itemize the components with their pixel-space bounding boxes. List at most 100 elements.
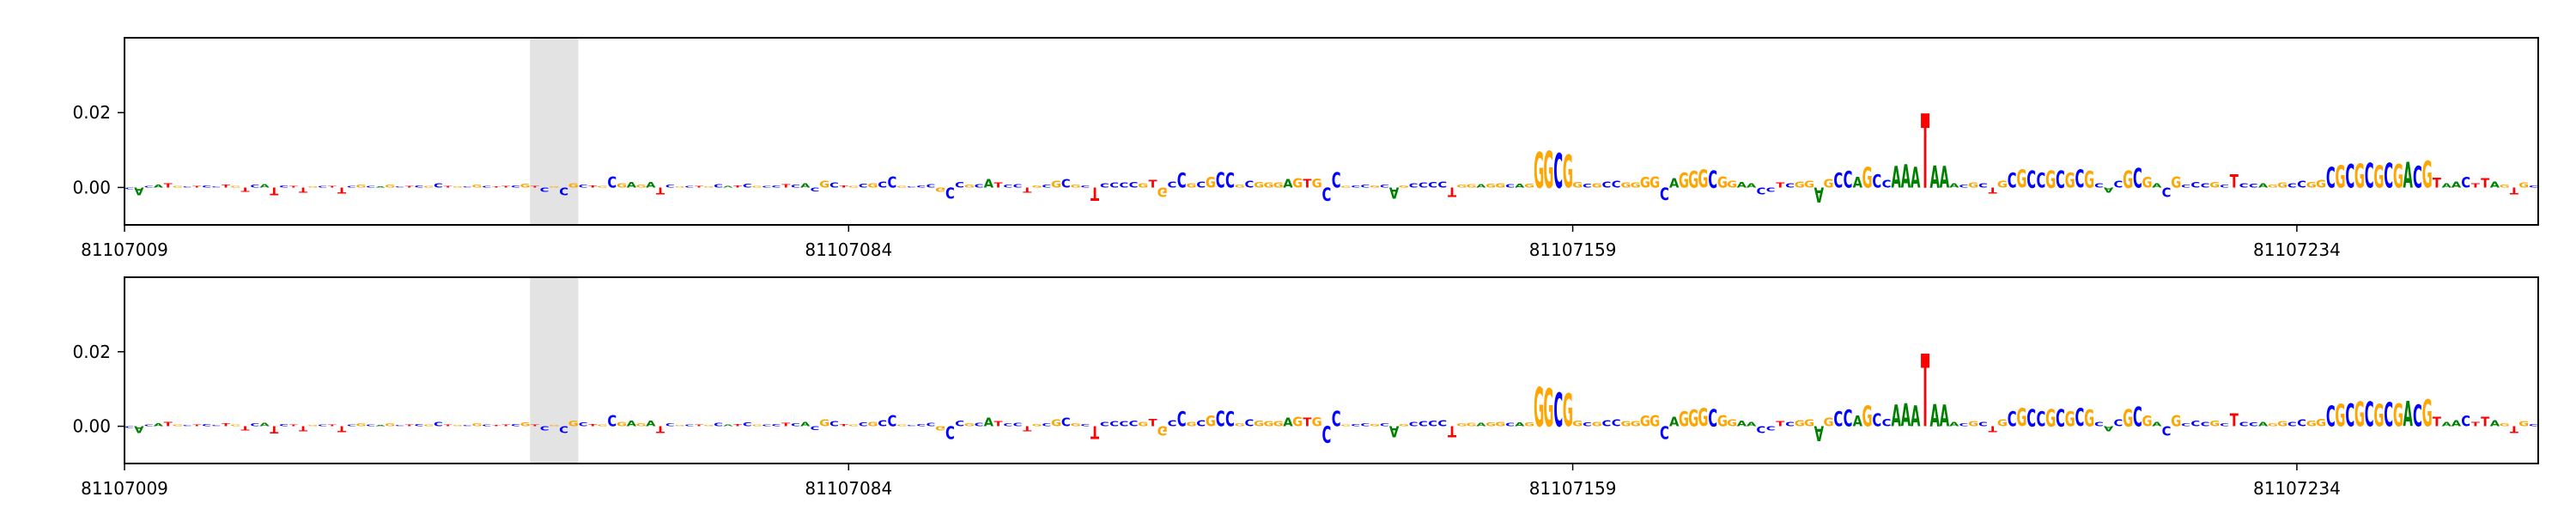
logo-letter: G [471,184,482,189]
logo-letter: G [1495,182,1505,190]
logo-letter: G [1862,162,1872,196]
logo-letter: C [1505,422,1515,427]
logo-letter: C [2287,421,2297,428]
logo-letter: G [2084,406,2094,433]
logo-letter: A [1737,420,1747,428]
logo-letter: C [762,425,771,427]
logo-letter: G [2209,180,2220,189]
logo-letter: C [1756,423,1765,433]
logo-letter: C [743,421,752,427]
logo-letter: C [1553,384,1563,438]
logo-letter: T [328,185,337,188]
logo-letter: G [1968,181,1978,190]
logo-letter: C [279,423,289,427]
logo-letter: G [674,425,684,427]
logo-letter: C [1428,420,1437,428]
logo-letter: G [1456,184,1467,189]
logo-letter: C [829,181,839,190]
logo-letter: G [1804,418,1814,428]
logo-letter: G [819,418,829,428]
logo-letter: G [1370,423,1380,427]
logo-letter: C [791,423,800,427]
logo-letter: C [2037,169,2046,193]
logo-letter: A [2152,182,2161,190]
logo-letter: T [1091,183,1100,203]
logo-letter: C [665,422,675,427]
logo-letter: C [1660,183,1669,202]
logo-letter: C [511,423,520,427]
logo-letter: C [1380,185,1389,189]
logo-letter: T [588,185,598,188]
logo-letter: C [1959,422,1969,427]
logo-letter: C [211,186,221,188]
logo-letter: G [1620,420,1631,427]
logo-letter: A [723,185,734,188]
logo-letter: C [743,182,752,189]
logo-letter: T [2510,185,2518,195]
logo-letter: G [230,185,240,188]
logo-letter: C [945,184,955,202]
logo-letter: A [984,416,994,429]
logo-letter: C [2220,184,2229,189]
logo-letter: C [2220,422,2229,427]
logo-letter: C [2075,166,2084,194]
logo-letter: T [840,185,849,188]
logo-letter: C [395,425,404,427]
logo-letter: C [1660,421,1669,442]
logo-letter: G [1254,180,1264,189]
logo-letter: C [887,173,896,191]
logo-letter: A [1940,161,1950,195]
logo-letter: A [2490,179,2500,190]
logo-letter: C [1080,185,1090,188]
logo-letter: A [154,422,164,427]
logo-letter: G [867,421,878,428]
logo-letter: C [1602,179,1612,190]
logo-letter: C [2365,395,2374,434]
logo-letter: C [1351,423,1360,427]
logo-letter: C [1583,183,1592,189]
logo-letter: T [299,185,308,194]
logo-letter: G [307,425,318,427]
logo-letter: C [1553,145,1563,199]
logo-letter: C [2461,413,2470,430]
logo-letter: G [1273,420,1284,427]
logo-letter: G [471,422,482,427]
logo-letter: G [1186,421,1196,428]
logo-letter: C [1583,421,1592,427]
logo-letter: G [423,185,434,188]
logo-letter: C [1013,184,1023,189]
logo-letter: G [617,421,627,428]
logo-letter: G [1824,416,1834,429]
logo-letter: T [588,423,598,427]
logo-letter: G [1631,181,1641,190]
logo-letter: C [2239,421,2249,428]
logo-letter: A [1389,184,1400,202]
logo-letter: C [1196,179,1206,190]
logo-letter: C [1100,421,1109,428]
logo-letter: G [819,179,829,190]
logo-letter: C [607,173,617,191]
logo-letter: G [173,424,183,427]
logo-letter: C [955,420,964,428]
logo-letter: C [1360,422,1370,427]
logo-letter: C [2249,421,2258,427]
logo-letter: G [1292,415,1303,430]
logo-letter: G [848,185,859,188]
logo-letter: G [2393,158,2403,195]
logo-letter: C [1612,418,1621,428]
logo-letter: A [1940,399,1950,433]
logo-letter: C [2201,182,2210,190]
logo-letter: C [2113,418,2123,428]
logo-letter: G [1679,169,1689,193]
logo-letter: C [2287,182,2297,190]
logo-letter: G [1524,182,1534,189]
logo-letter: C [415,423,424,427]
logo-letter: G [1824,178,1834,191]
logo-letter: C [714,184,723,189]
logo-letter: A [800,421,810,428]
logo-letter: G [1051,179,1061,190]
logo-letter: G [1466,184,1476,189]
logo-letter: C [2249,183,2258,189]
logo-letter: C [2326,162,2336,196]
logo-letter: T [270,423,279,434]
